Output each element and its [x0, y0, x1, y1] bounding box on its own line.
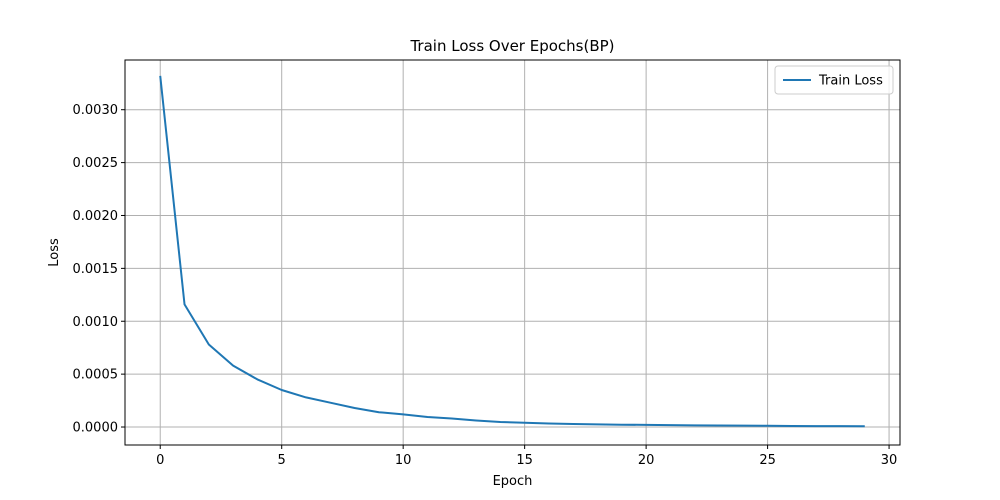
- y-tick-label: 0.0010: [73, 315, 119, 330]
- x-tick-label: 15: [516, 453, 533, 468]
- grid-layer: [125, 60, 900, 445]
- x-tick-label: 10: [395, 453, 412, 468]
- y-tick-label: 0.0000: [73, 421, 119, 436]
- y-axis-title: Loss: [47, 238, 62, 267]
- ticks-layer: 0 5 10 15 20 25 30 0.0000 0.0005 0.0010 0.0015 0.00…: [73, 103, 898, 468]
- x-tick-label: 0: [156, 453, 164, 468]
- x-tick-label: 30: [881, 453, 898, 468]
- legend-label-train-loss: Train Loss: [818, 74, 883, 89]
- chart-title: Train Loss Over Epochs(BP): [409, 37, 614, 55]
- y-tick-label: 0.0025: [73, 156, 119, 171]
- x-tick-label: 5: [278, 453, 286, 468]
- legend-box: [774, 65, 894, 95]
- legend: Train Loss: [774, 65, 894, 95]
- y-tick-label: 0.0015: [73, 262, 119, 277]
- x-axis-title: Epoch: [493, 474, 533, 489]
- y-tick-label: 0.0020: [73, 209, 119, 224]
- y-tick-label: 0.0005: [73, 368, 119, 383]
- x-tick-label: 25: [759, 453, 776, 468]
- y-tick-label: 0.0030: [73, 103, 119, 118]
- series-line-train-loss: [159, 75, 865, 428]
- x-tick-label: 20: [638, 453, 655, 468]
- plot-frame: [124, 59, 901, 446]
- series-layer: [159, 75, 865, 428]
